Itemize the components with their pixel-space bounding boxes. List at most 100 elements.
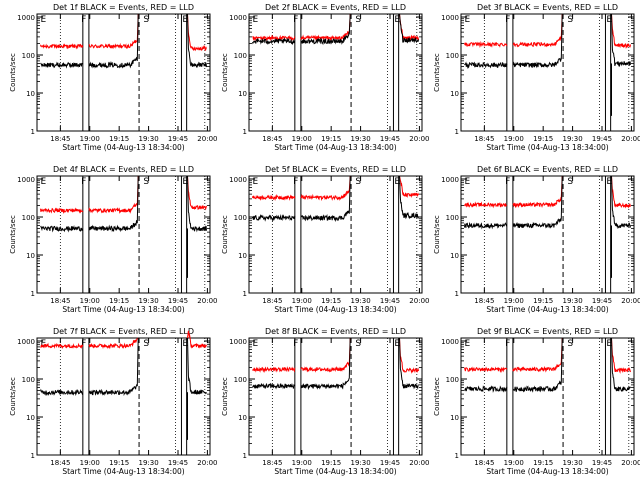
y-tick-label: 10 (26, 252, 35, 260)
lld-series-line (464, 13, 631, 50)
x-tick-label: 19:45 (380, 459, 400, 467)
marker-label: S (567, 15, 573, 25)
marker-label: E (252, 15, 258, 25)
x-tick-label: 19:15 (321, 135, 341, 143)
detector-panel: Det 1f BLACK = Events, RED = LLD 1 10 100 10… (9, 3, 217, 152)
marker-label: E (394, 339, 400, 349)
x-tick-label: 20:00 (197, 135, 217, 143)
y-tick-label: 1000 (17, 338, 35, 346)
marker-label: S (355, 177, 361, 187)
x-tick-label: 19:30 (562, 459, 582, 467)
y-tick-label: 1 (243, 290, 247, 298)
x-tick-label: 19:30 (138, 135, 158, 143)
marker-label: E (606, 15, 612, 25)
y-tick-label: 1000 (441, 176, 459, 184)
x-tick-label: 19:00 (80, 459, 100, 467)
marker-label: E (182, 177, 188, 187)
events-series-line (40, 13, 207, 69)
x-tick-label: 19:30 (562, 297, 582, 305)
panel-frame (248, 13, 423, 132)
detector-panel: Det 3f BLACK = Events, RED = LLD 1 10 100 10… (433, 3, 640, 152)
detector-panel: Det 8f BLACK = Events, RED = LLD 1 10 100 10… (221, 327, 429, 476)
x-tick-label: 19:30 (350, 459, 370, 467)
events-series-line (252, 13, 419, 46)
events-series-line (464, 337, 631, 393)
x-axis-label: Start Time (04-Aug-13 18:34:00) (62, 467, 184, 476)
marker-label: E (182, 339, 188, 349)
events-series-line (40, 337, 207, 397)
lld-series-line (252, 175, 419, 202)
y-tick-label: 1000 (17, 176, 35, 184)
x-tick-label: 18:45 (50, 297, 70, 305)
x-tick-label: 19:30 (350, 135, 370, 143)
y-tick-label: 1000 (229, 338, 247, 346)
y-tick-label: 1 (455, 128, 459, 136)
marker-label: E (464, 15, 470, 25)
panel-frame (460, 13, 635, 132)
y-axis-label: Counts/sec (9, 215, 17, 254)
x-tick-label: 19:15 (109, 135, 129, 143)
x-tick-label: 20:00 (409, 297, 429, 305)
y-axis-label: Counts/sec (433, 53, 441, 92)
panel-title: Det 3f BLACK = Events, RED = LLD (477, 3, 618, 12)
panel-frame (36, 13, 211, 132)
y-tick-label: 100 (446, 376, 459, 384)
x-tick-label: 19:30 (350, 297, 370, 305)
x-axis-label: Start Time (04-Aug-13 18:34:00) (486, 143, 608, 152)
x-tick-label: 19:15 (533, 135, 553, 143)
y-axis-label: Counts/sec (221, 377, 229, 416)
marker-label: S (355, 339, 361, 349)
y-axis-label: Counts/sec (9, 377, 17, 416)
x-tick-label: 19:30 (562, 135, 582, 143)
y-tick-label: 100 (234, 214, 247, 222)
x-tick-label: 18:45 (474, 459, 494, 467)
x-tick-label: 20:00 (621, 459, 640, 467)
x-axis-label: Start Time (04-Aug-13 18:34:00) (62, 143, 184, 152)
x-tick-label: 19:00 (504, 459, 524, 467)
marker-label: S (567, 177, 573, 187)
marker-label: S (567, 339, 573, 349)
detector-panel: Det 6f BLACK = Events, RED = LLD 1 10 100 10… (433, 165, 640, 314)
y-tick-label: 10 (26, 90, 35, 98)
detector-panel: Det 2f BLACK = Events, RED = LLD 1 10 100 10… (221, 3, 429, 152)
x-tick-label: 19:45 (168, 459, 188, 467)
marker-label: E (606, 339, 612, 349)
marker-label: F (293, 339, 298, 349)
y-axis-label: Counts/sec (221, 53, 229, 92)
y-tick-label: 10 (238, 414, 247, 422)
x-tick-label: 19:30 (138, 459, 158, 467)
marker-label: F (81, 339, 86, 349)
y-tick-label: 1 (31, 128, 35, 136)
x-tick-label: 18:45 (262, 459, 282, 467)
marker-label: E (40, 339, 46, 349)
y-tick-label: 100 (446, 214, 459, 222)
detector-panel: Det 4f BLACK = Events, RED = LLD 1 10 100 10… (9, 165, 217, 314)
x-tick-label: 19:15 (109, 459, 129, 467)
x-tick-label: 18:45 (474, 297, 494, 305)
x-axis-label: Start Time (04-Aug-13 18:34:00) (486, 305, 608, 314)
marker-label: S (143, 15, 149, 25)
marker-label: E (252, 339, 258, 349)
marker-label: F (293, 15, 298, 25)
y-tick-label: 100 (22, 52, 35, 60)
y-tick-label: 1 (243, 452, 247, 460)
x-tick-label: 18:45 (262, 135, 282, 143)
y-tick-label: 10 (26, 414, 35, 422)
x-tick-label: 19:45 (380, 297, 400, 305)
lld-series-line (40, 13, 207, 52)
marker-label: E (606, 177, 612, 187)
x-tick-label: 19:15 (533, 297, 553, 305)
x-tick-label: 19:15 (321, 459, 341, 467)
marker-label: S (143, 177, 149, 187)
y-tick-label: 1000 (17, 14, 35, 22)
y-tick-label: 10 (450, 90, 459, 98)
x-tick-label: 19:45 (168, 297, 188, 305)
y-tick-label: 100 (446, 52, 459, 60)
x-tick-label: 19:00 (292, 459, 312, 467)
y-axis-label: Counts/sec (433, 377, 441, 416)
x-tick-label: 20:00 (197, 297, 217, 305)
y-tick-label: 1 (31, 290, 35, 298)
marker-label: E (394, 15, 400, 25)
x-tick-label: 19:30 (138, 297, 158, 305)
